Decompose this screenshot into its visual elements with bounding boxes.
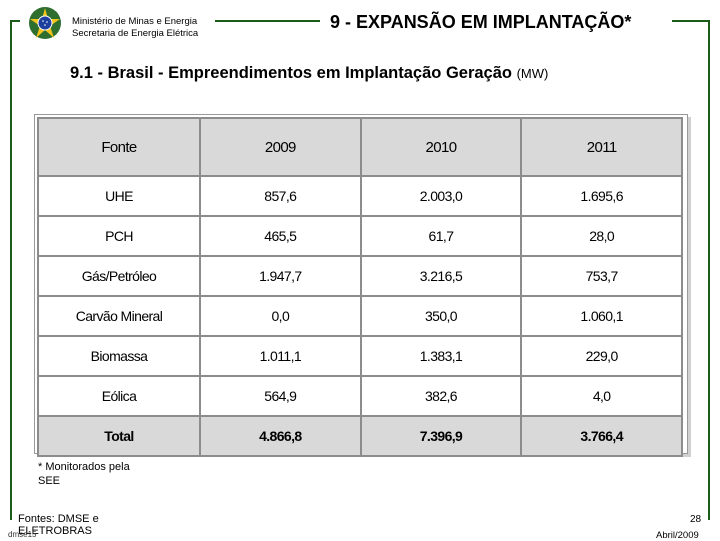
sources-note: Fontes: DMSE e ELETROBRAS [18,513,99,537]
file-mark: dmse15 [8,530,37,539]
footnote: * Monitorados pela SEE [38,461,130,487]
frame-line [10,20,20,22]
table-row: Biomassa 1.011,1 1.383,1 229,0 [37,335,683,377]
table-row: Carvão Mineral 0,0 350,0 1.060,1 [37,295,683,337]
value-cell: 1.947,7 [199,255,362,297]
header-cell: 2009 [199,117,362,177]
value-cell: 28,0 [520,215,683,257]
secretariat-line: Secretaria de Energia Elétrica [72,28,199,39]
table-total-row: Total 4.866,8 7.396,9 3.766,4 [37,415,683,457]
date-label: Abril/2009 [656,530,699,541]
value-cell: 753,7 [520,255,683,297]
subtitle-text: 9.1 - Brasil - Empreendimentos em Implan… [70,64,512,82]
value-cell: 382,6 [359,375,523,417]
source-cell: PCH [37,215,201,257]
table-row: UHE 857,6 2.003,0 1.695,6 [37,175,683,217]
ministry-line: Ministério de Minas e Energia [72,16,198,27]
table-row: PCH 465,5 61,7 28,0 [37,215,683,257]
value-cell: 2.003,0 [359,175,523,217]
header-cell: Fonte [37,117,201,177]
frame-line [708,20,710,520]
value-cell: 1.695,6 [520,175,683,217]
source-cell: Total [37,415,201,457]
value-cell: 465,5 [199,215,362,257]
value-cell: 3.766,4 [520,415,683,457]
table-row: Gás/Petróleo 1.947,7 3.216,5 753,7 [37,255,683,297]
value-cell: 229,0 [520,335,683,377]
slide-title: 9 - EXPANSÃO EM IMPLANTAÇÃO* [330,12,632,32]
value-cell: 857,6 [199,175,362,217]
table-subtitle: 9.1 - Brasil - Empreendimentos em Implan… [70,64,548,83]
frame-line [10,20,12,520]
value-cell: 1.011,1 [199,335,362,377]
value-cell: 4,0 [520,375,683,417]
table-header-row: Fonte 2009 2010 2011 [37,117,683,177]
ministry-label: Ministério de Minas e Energia Secretaria… [72,16,198,40]
source-cell: UHE [37,175,201,217]
subtitle-unit: (MW) [516,66,549,81]
frame-line [672,20,710,22]
value-cell: 61,7 [359,215,523,257]
value-cell: 350,0 [359,295,523,337]
table-row: Eólica 564,9 382,6 4,0 [37,375,683,417]
value-cell: 0,0 [199,295,362,337]
source-cell: Biomassa [37,335,201,377]
value-cell: 3.216,5 [359,255,523,297]
value-cell: 4.866,8 [199,415,362,457]
source-cell: Carvão Mineral [37,295,201,337]
page-number: 28 [690,514,702,525]
source-cell: Eólica [37,375,201,417]
value-cell: 564,9 [199,375,362,417]
frame-line [215,20,320,22]
source-cell: Gás/Petróleo [37,255,201,297]
value-cell: 7.396,9 [359,415,523,457]
table-container: Fonte 2009 2010 2011 UHE 857,6 2.003,0 1… [34,114,688,457]
header-cell: 2011 [520,117,683,177]
generation-table: Fonte 2009 2010 2011 UHE 857,6 2.003,0 1… [37,117,683,457]
header-cell: 2010 [359,117,523,177]
value-cell: 1.060,1 [520,295,683,337]
brazil-coat-of-arms-icon [29,7,61,39]
value-cell: 1.383,1 [359,335,523,377]
